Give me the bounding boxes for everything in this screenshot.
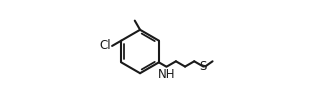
- Text: NH: NH: [158, 68, 175, 81]
- Text: Cl: Cl: [99, 39, 111, 52]
- Text: S: S: [200, 60, 207, 73]
